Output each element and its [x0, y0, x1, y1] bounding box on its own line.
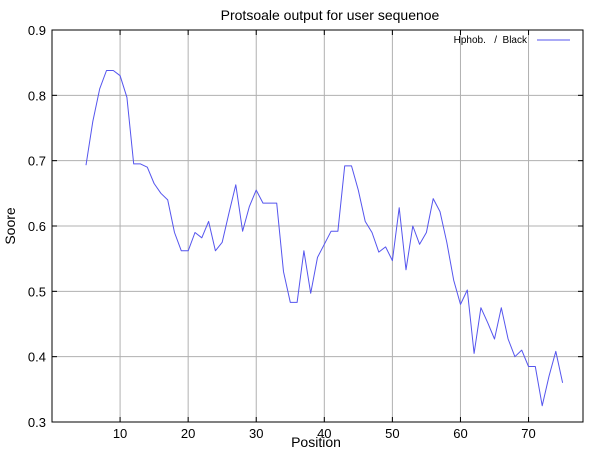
- x-tick-label: 50: [385, 426, 399, 441]
- x-tick-label: 70: [521, 426, 535, 441]
- legend-label: Hphob. / Black: [454, 35, 528, 46]
- y-tick-label: 0.5: [28, 284, 46, 299]
- grid-lines: [52, 30, 583, 422]
- y-axis-label: Soore: [2, 207, 18, 245]
- chart-title: Protsoale output for user sequenoe: [221, 7, 440, 23]
- x-tick-label: 30: [249, 426, 263, 441]
- axis-ticks: 10 20 30 40 50 60 70 0.3 0.4 0.5 0.6 0.7 0.8 0.9: [28, 23, 583, 441]
- x-tick-label: 20: [181, 426, 195, 441]
- series-line: [85, 70, 564, 407]
- y-tick-label: 0.4: [28, 350, 46, 365]
- series-layer: [85, 70, 564, 407]
- y-tick-label: 0.7: [28, 154, 46, 169]
- x-tick-label: 60: [453, 426, 467, 441]
- y-tick-label: 0.9: [28, 23, 46, 38]
- x-axis-label: Position: [291, 434, 341, 450]
- y-tick-label: 0.8: [28, 88, 46, 103]
- x-tick-label: 10: [113, 426, 127, 441]
- y-tick-label: 0.6: [28, 219, 46, 234]
- legend: Hphob. / Black: [454, 35, 570, 46]
- y-tick-label: 0.3: [28, 415, 46, 430]
- x-tick-label: 40: [317, 426, 331, 441]
